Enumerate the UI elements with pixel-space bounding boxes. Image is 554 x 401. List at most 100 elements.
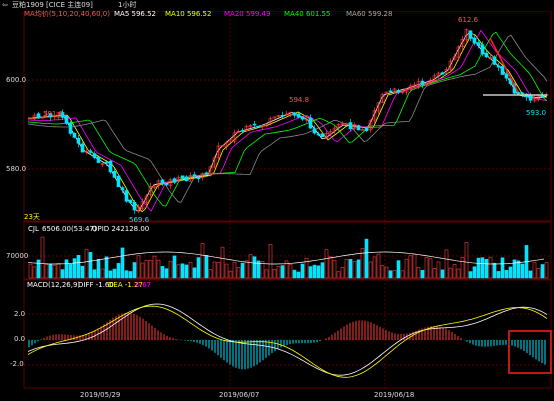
candle-body <box>180 175 185 179</box>
candle-body <box>84 150 89 153</box>
volume-bar <box>464 242 469 279</box>
macd-diff-value: DIFF -1.60 <box>78 281 114 289</box>
volume-bar <box>444 249 449 279</box>
volume-bar <box>304 257 309 279</box>
candle-body <box>456 46 461 58</box>
volume-bar <box>68 263 73 279</box>
candle-body <box>356 125 361 131</box>
volume-bar <box>164 268 169 279</box>
volume-bar <box>220 246 225 279</box>
candle-body <box>60 112 65 118</box>
candle-body <box>124 190 129 202</box>
volume-bar <box>536 268 541 279</box>
candle-body <box>48 113 53 118</box>
candle-body <box>196 177 201 179</box>
volume-average-line <box>27 251 545 265</box>
moving-average-line <box>28 33 548 213</box>
volume-bar <box>192 267 197 279</box>
volume-bar <box>112 268 117 279</box>
candle-body <box>36 113 41 119</box>
candle-body <box>292 112 297 116</box>
candle-body <box>144 195 149 204</box>
candle-body <box>204 172 209 175</box>
volume-bar <box>140 262 145 279</box>
candle-body <box>188 175 193 182</box>
ma60-value: MA60 599.28 <box>346 10 393 18</box>
candle-body <box>492 56 497 65</box>
volume-bar <box>268 244 273 279</box>
candle-body <box>228 139 233 143</box>
volume-bar <box>96 258 101 279</box>
volume-bar <box>236 267 241 279</box>
candle-body <box>312 128 317 134</box>
candle-body <box>264 123 269 127</box>
candle-body <box>440 72 445 75</box>
candle-body <box>320 133 325 138</box>
volume-bar <box>412 254 417 279</box>
volume-bar <box>224 263 229 279</box>
volume-bar <box>48 263 53 279</box>
volume-bar <box>244 260 249 279</box>
instrument-title: 豆粕1909 [CICE 主连09] <box>12 1 93 9</box>
volume-bar <box>248 254 253 279</box>
candle-body <box>428 79 433 84</box>
volume-bar <box>452 264 457 279</box>
candle-body <box>80 143 85 153</box>
volume-bar <box>300 263 305 279</box>
volume-bar <box>228 270 233 279</box>
candle-body <box>76 137 81 144</box>
candle-body <box>140 201 145 209</box>
volume-bar <box>280 265 285 279</box>
volume-bar <box>36 259 41 279</box>
candle-body <box>40 116 45 119</box>
volume-bar <box>200 243 205 279</box>
candle-body <box>412 84 417 88</box>
candle-body <box>528 95 533 101</box>
candle-body <box>316 133 321 136</box>
volume-bar <box>384 266 389 279</box>
volume-bar <box>344 258 349 279</box>
volume-bar <box>480 257 485 279</box>
candle-body <box>280 115 285 117</box>
volume-bar <box>532 262 537 279</box>
candle-body <box>516 92 521 95</box>
volume-bar <box>264 269 269 279</box>
volume-bar <box>332 259 337 279</box>
volume-bar <box>84 248 89 279</box>
date-axis-label: 2019/05/29 <box>80 391 121 399</box>
volume-bar <box>188 262 193 279</box>
volume-bar <box>40 236 45 279</box>
candle-body <box>324 132 329 139</box>
macd-axis-label: 2.0 <box>14 310 26 318</box>
candle-body <box>244 125 249 131</box>
volume-bar <box>396 260 401 279</box>
volume-bar <box>172 255 177 279</box>
candle-body <box>212 157 217 168</box>
candle-body <box>328 131 333 135</box>
candle-body <box>132 202 137 211</box>
candle-body <box>476 42 481 47</box>
candle-body <box>200 172 205 179</box>
volume-bar <box>428 258 433 279</box>
back-arrow-icon[interactable]: ⇦ <box>2 1 8 9</box>
candle-body <box>496 65 501 68</box>
ma-legend-label: MA均价(5,10,20,40,60,0) <box>24 10 110 18</box>
volume-bar <box>488 256 493 279</box>
candle-body <box>376 102 381 112</box>
candle-body <box>156 180 161 186</box>
candle-body <box>448 60 453 70</box>
period-label[interactable]: 1小时 <box>118 1 137 9</box>
volume-bar <box>368 261 373 279</box>
candle-body <box>432 75 437 82</box>
candle-body <box>416 81 421 86</box>
candle-body <box>28 117 33 120</box>
volume-bar <box>32 266 37 279</box>
candle-body <box>532 98 537 102</box>
volume-bar <box>204 255 209 279</box>
volume-bar <box>240 262 245 279</box>
candle-body <box>256 125 261 128</box>
volume-bar <box>292 269 297 279</box>
price-last-annotation: 593.0 <box>526 109 547 117</box>
bar-count-label: 23天 <box>24 213 40 221</box>
